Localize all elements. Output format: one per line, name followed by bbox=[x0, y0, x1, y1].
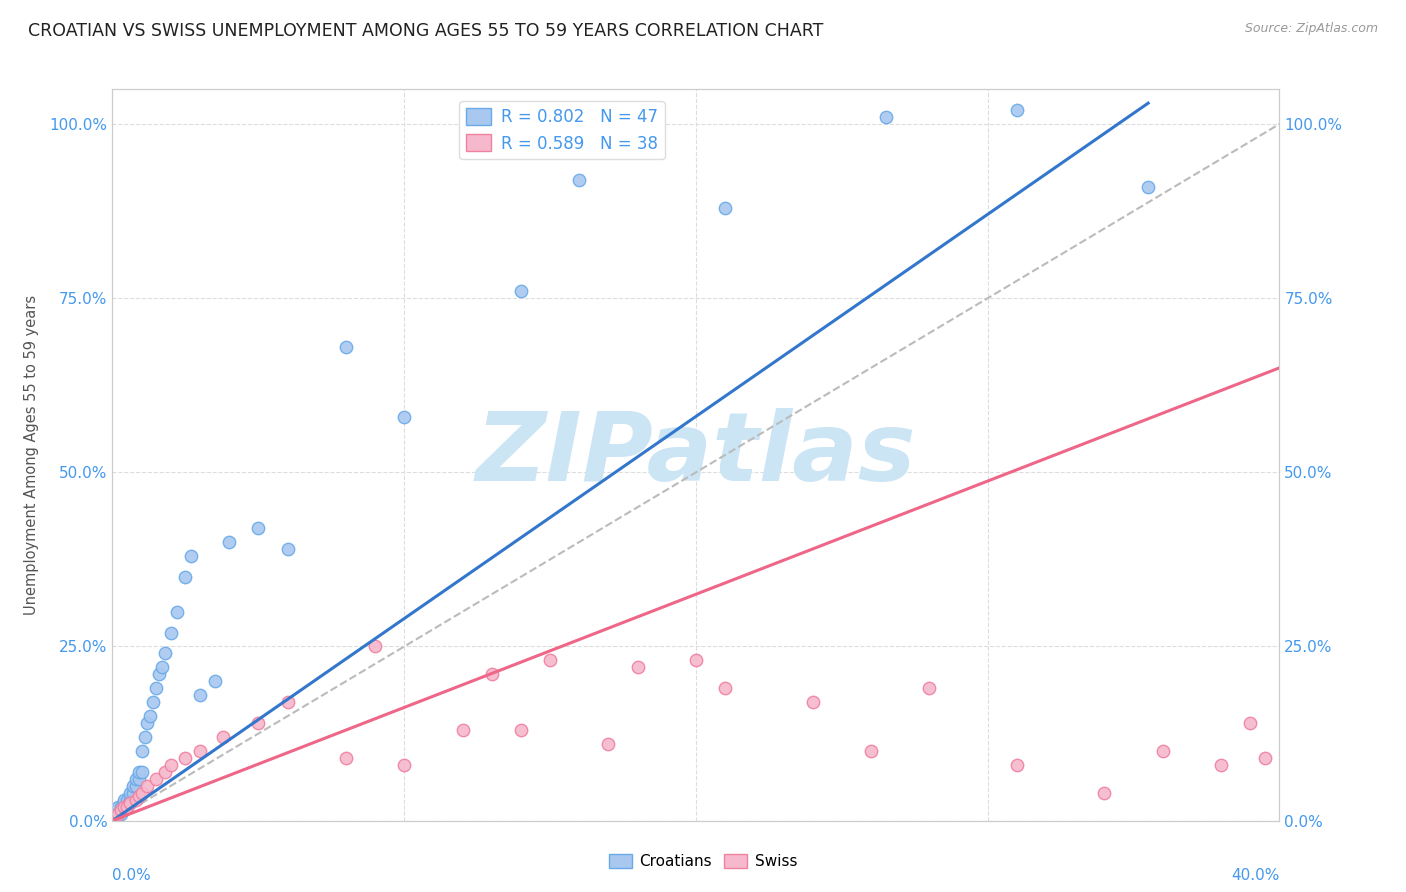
Point bbox=[392, 409, 416, 424]
Point bbox=[166, 605, 188, 619]
Point bbox=[110, 803, 132, 817]
Point bbox=[1254, 751, 1277, 765]
Point bbox=[122, 779, 145, 793]
Point bbox=[598, 737, 620, 751]
Point bbox=[153, 647, 176, 661]
Point bbox=[122, 786, 145, 800]
Point bbox=[451, 723, 474, 737]
Y-axis label: Unemployment Among Ages 55 to 59 years: Unemployment Among Ages 55 to 59 years bbox=[24, 295, 38, 615]
Point bbox=[107, 799, 129, 814]
Point bbox=[180, 549, 202, 563]
Point bbox=[128, 789, 150, 804]
Point bbox=[1005, 758, 1028, 772]
Text: ZIPatlas: ZIPatlas bbox=[475, 409, 917, 501]
Point bbox=[1005, 103, 1028, 117]
Point bbox=[538, 653, 561, 667]
Point bbox=[145, 681, 167, 696]
Point bbox=[875, 110, 897, 124]
Point bbox=[801, 695, 824, 709]
Point bbox=[392, 758, 416, 772]
Point bbox=[335, 751, 357, 765]
Point bbox=[104, 806, 127, 821]
Point bbox=[1239, 716, 1261, 731]
Point bbox=[115, 799, 138, 814]
Point bbox=[118, 793, 141, 807]
Point bbox=[174, 570, 197, 584]
Point bbox=[128, 764, 150, 779]
Point bbox=[115, 793, 138, 807]
Point bbox=[112, 799, 135, 814]
Point bbox=[1092, 786, 1115, 800]
Point bbox=[859, 744, 883, 758]
Point bbox=[104, 810, 127, 824]
Point bbox=[212, 730, 235, 744]
Point bbox=[134, 730, 156, 744]
Legend: Croatians, Swiss: Croatians, Swiss bbox=[603, 848, 803, 875]
Point bbox=[218, 535, 240, 549]
Point bbox=[714, 201, 737, 215]
Text: 0.0%: 0.0% bbox=[112, 868, 152, 883]
Point bbox=[204, 674, 226, 689]
Point bbox=[174, 751, 197, 765]
Point bbox=[276, 695, 298, 709]
Point bbox=[247, 716, 270, 731]
Point bbox=[247, 521, 270, 535]
Point bbox=[136, 716, 159, 731]
Point bbox=[125, 772, 148, 786]
Point bbox=[1137, 179, 1160, 194]
Point bbox=[918, 681, 941, 696]
Point bbox=[160, 758, 183, 772]
Point bbox=[481, 667, 503, 681]
Point bbox=[335, 340, 357, 354]
Text: CROATIAN VS SWISS UNEMPLOYMENT AMONG AGES 55 TO 59 YEARS CORRELATION CHART: CROATIAN VS SWISS UNEMPLOYMENT AMONG AGE… bbox=[28, 22, 824, 40]
Point bbox=[136, 779, 159, 793]
Point bbox=[131, 764, 153, 779]
Point bbox=[118, 786, 141, 800]
Point bbox=[145, 772, 167, 786]
Point bbox=[131, 744, 153, 758]
Point bbox=[112, 793, 135, 807]
Point bbox=[125, 793, 148, 807]
Point bbox=[188, 688, 211, 702]
Point bbox=[509, 723, 531, 737]
Point bbox=[364, 640, 387, 654]
Point bbox=[110, 806, 132, 821]
Point bbox=[128, 772, 150, 786]
Point bbox=[148, 667, 170, 681]
Point bbox=[626, 660, 648, 674]
Point bbox=[115, 799, 138, 814]
Point bbox=[112, 799, 135, 814]
Point bbox=[142, 695, 165, 709]
Point bbox=[125, 779, 148, 793]
Point bbox=[685, 653, 707, 667]
Point bbox=[104, 810, 127, 824]
Point bbox=[110, 803, 132, 817]
Point bbox=[714, 681, 737, 696]
Point bbox=[139, 709, 162, 723]
Point bbox=[153, 764, 176, 779]
Point bbox=[118, 796, 141, 810]
Text: 40.0%: 40.0% bbox=[1232, 868, 1279, 883]
Point bbox=[509, 284, 531, 298]
Point bbox=[110, 799, 132, 814]
Point bbox=[568, 173, 591, 187]
Text: Source: ZipAtlas.com: Source: ZipAtlas.com bbox=[1244, 22, 1378, 36]
Point bbox=[1152, 744, 1174, 758]
Point bbox=[160, 625, 183, 640]
Point bbox=[150, 660, 173, 674]
Legend: R = 0.802   N = 47, R = 0.589   N = 38: R = 0.802 N = 47, R = 0.589 N = 38 bbox=[460, 101, 665, 159]
Point bbox=[107, 806, 129, 821]
Point bbox=[1209, 758, 1232, 772]
Point bbox=[188, 744, 211, 758]
Point bbox=[276, 541, 298, 556]
Point bbox=[112, 796, 135, 810]
Point bbox=[131, 786, 153, 800]
Point bbox=[107, 806, 129, 821]
